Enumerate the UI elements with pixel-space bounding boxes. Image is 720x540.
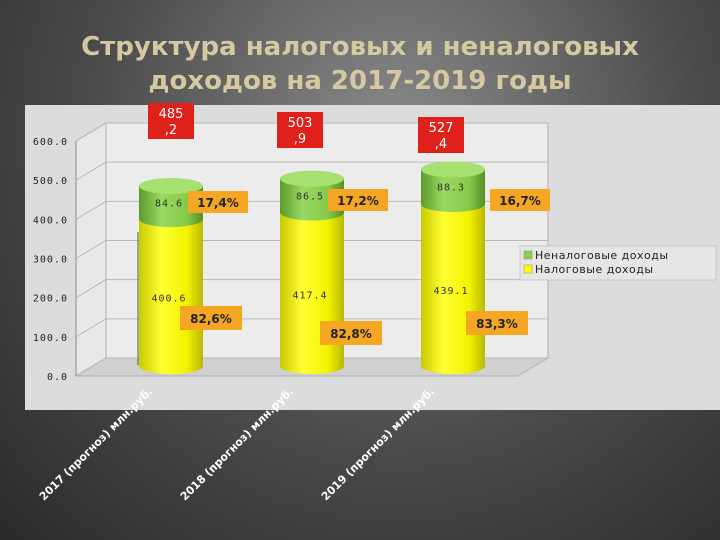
value-label-tax: 400.6 [151,294,186,305]
bar-nontax-2-top [280,170,344,187]
y-tick-label: 100.0 [33,333,68,344]
percent-box-tax [180,306,242,330]
legend-label: Налоговые доходы [535,263,654,276]
percent-box-nontax [328,189,388,211]
value-label-nontax: 84.6 [155,199,183,210]
percent-box-tax [466,311,528,335]
gridline [75,122,548,142]
bar-nontax-3-top [421,161,485,178]
total-label: 485 [159,107,184,122]
title-line-2: доходов на 2017-2019 годы [148,66,572,96]
gridline [75,161,548,181]
total-label: 527 [429,121,454,136]
value-label-tax: 417.4 [292,290,327,301]
gridline [75,279,548,299]
gridline [75,357,548,377]
value-label-tax: 439.1 [433,286,468,297]
percent-box-nontax [490,189,550,211]
bar-tax-3 [421,196,485,374]
percent-label-nontax: 16,7% [499,194,541,208]
percent-box-tax [320,321,382,345]
bar-nontax-1 [139,177,203,228]
y-tick-label: 200.0 [33,294,68,305]
bar-tax-2 [280,204,344,374]
legend-swatch [523,250,533,260]
legend-label: Неналоговые доходы [535,249,669,262]
bar-tax-1-body [139,219,203,374]
total-box [148,103,194,139]
total-label: ,9 [294,132,306,147]
percent-box-nontax [188,191,248,213]
x-category-label: 2019 (прогноз) млн.руб. [319,385,437,503]
y-tick-label: 300.0 [33,255,68,266]
bar-nontax-3-body [421,169,485,213]
bar-nontax-3 [421,161,485,213]
legend-swatch [523,264,533,274]
total-box [277,112,323,148]
total-box [418,117,464,153]
gridline [75,318,548,338]
gridline [75,200,548,220]
y-tick-label: 0.0 [47,372,68,383]
total-label: ,2 [165,123,177,138]
bar-nontax-1-body [139,185,203,228]
percent-label-nontax: 17,4% [197,196,239,210]
percent-label-tax: 82,6% [190,312,232,326]
gridline [75,240,548,259]
y-tick-label: 500.0 [33,176,68,187]
y-tick-label: 600.0 [33,137,68,148]
bar-nontax-1-top [139,177,203,194]
value-label-nontax: 86.5 [296,192,324,203]
percent-label-nontax: 17,2% [337,194,379,208]
x-category-label: 2017 (прогноз) млн.руб. [37,385,155,503]
total-label: ,4 [435,137,447,152]
percent-label-tax: 82,8% [330,327,372,341]
bar-tax-1 [139,211,203,374]
slide-title: Структура налоговых и неналоговых доходо… [30,30,690,98]
total-label: 503 [288,116,313,131]
legend-box [519,245,717,281]
y-tick-label: 400.0 [33,215,68,226]
title-line-1: Структура налоговых и неналоговых [81,32,639,62]
value-label-nontax: 88.3 [437,183,465,194]
x-category-label: 2018 (прогноз) млн.руб. [178,385,296,503]
percent-label-tax: 83,3% [476,317,518,331]
